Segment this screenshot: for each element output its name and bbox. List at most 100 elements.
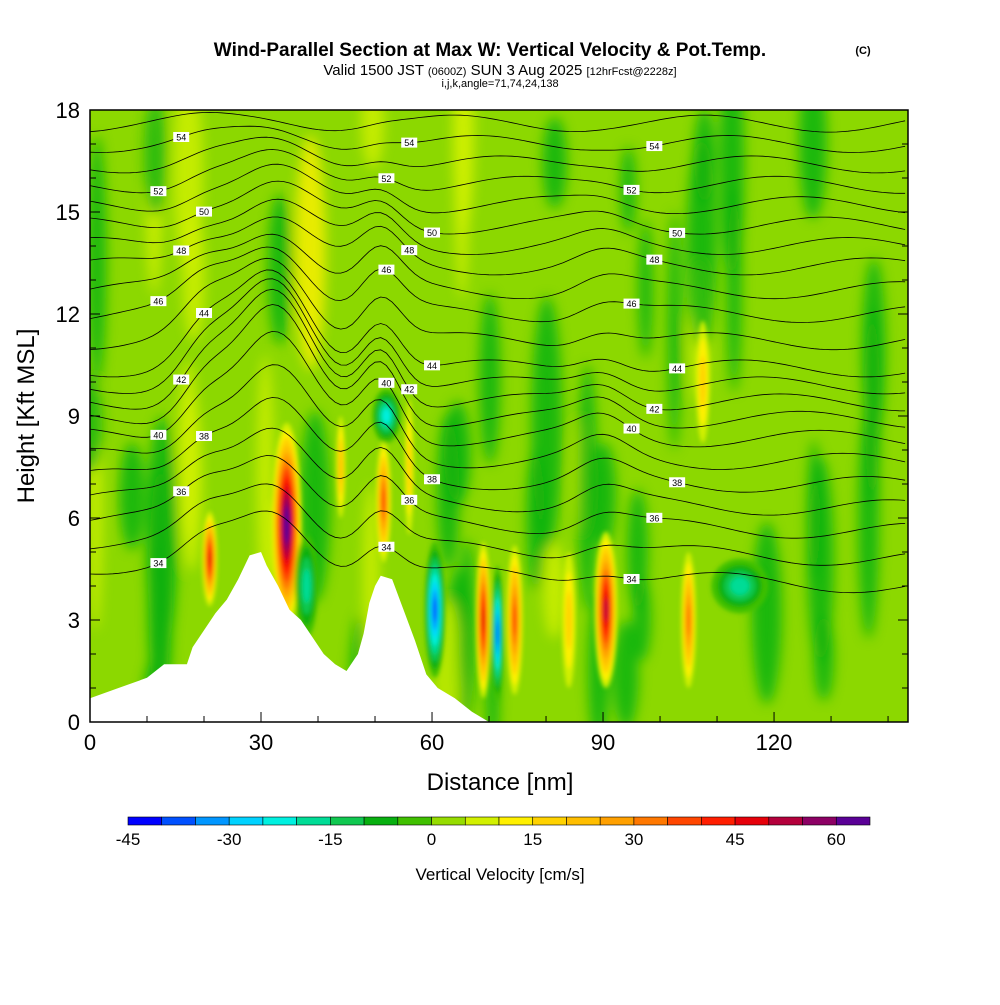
theta-label-bg xyxy=(378,377,395,388)
velocity-cell xyxy=(433,597,437,622)
colorbar-swatch xyxy=(667,816,702,826)
theta-label-bg xyxy=(401,384,418,395)
copyright-mark: (C) xyxy=(855,45,871,57)
field-streak xyxy=(437,413,460,570)
colorbar-tick-label: 15 xyxy=(523,830,542,849)
theta-contour-label: 40 xyxy=(381,378,391,388)
x-tick-label: 0 xyxy=(84,730,96,755)
theta-label-bg xyxy=(424,360,441,371)
theta-label-bg xyxy=(150,296,167,307)
theta-contour-label: 40 xyxy=(153,430,163,440)
subtitle-zulu: (0600Z) xyxy=(428,66,467,78)
field-streak xyxy=(119,442,145,551)
field-streak xyxy=(751,521,782,704)
velocity-cell xyxy=(686,604,691,636)
theta-contour-line xyxy=(90,246,906,323)
theta-label-bg xyxy=(401,494,418,505)
colorbar-tick-label: 45 xyxy=(726,830,745,849)
theta-label-bg xyxy=(196,431,213,442)
field-streak xyxy=(813,614,834,701)
velocity-cell xyxy=(339,450,343,484)
subtitle-date: SUN 3 Aug 2025 xyxy=(471,62,583,79)
field-streak xyxy=(638,219,653,359)
theta-contour-line xyxy=(90,257,906,351)
theta-contour-line xyxy=(90,198,906,255)
theta-contour-label: 48 xyxy=(176,246,186,256)
colorbar-swatch xyxy=(835,816,871,826)
velocity-cell xyxy=(208,551,212,567)
y-tick-label: 6 xyxy=(68,506,80,531)
terrain xyxy=(90,552,908,722)
y-tick-label: 0 xyxy=(68,710,80,735)
velocity-cell xyxy=(302,569,311,603)
theta-label-bg xyxy=(623,423,640,434)
colorbar-swatch xyxy=(195,816,230,826)
colorbar-swatch xyxy=(532,816,567,826)
theta-contour-label: 44 xyxy=(672,364,682,374)
theta-label-bg xyxy=(173,131,190,142)
colorbar-swatch xyxy=(566,816,601,826)
theta-contour-line xyxy=(90,483,906,566)
theta-contour-line xyxy=(90,288,906,412)
field-streak xyxy=(632,576,651,661)
colorbar-swatch xyxy=(599,816,635,826)
theta-label-bg xyxy=(150,558,167,569)
colorbar-tick-label: -30 xyxy=(217,830,242,849)
y-tick-label: 15 xyxy=(56,200,80,225)
theta-label-bg xyxy=(173,486,190,497)
theta-contour-label: 52 xyxy=(153,187,163,197)
theta-label-bg xyxy=(646,403,663,414)
y-tick-label: 12 xyxy=(56,302,80,327)
chart-title: Wind-Parallel Section at Max W: Vertical… xyxy=(214,40,766,61)
colorbar-swatch xyxy=(498,816,534,826)
theta-label-bg xyxy=(623,573,640,584)
field-streak xyxy=(694,110,715,204)
theta-label-bg xyxy=(173,374,190,385)
theta-label-bg xyxy=(424,474,441,485)
theta-label-bg xyxy=(623,298,640,309)
field-streak xyxy=(267,193,292,345)
colorbar-swatch xyxy=(127,816,163,826)
theta-label-bg xyxy=(401,137,418,148)
colorbar-swatch xyxy=(262,816,297,826)
theta-contour-line xyxy=(90,136,906,174)
theta-label-bg xyxy=(623,184,640,195)
theta-contour-label: 42 xyxy=(404,385,414,395)
velocity-cell xyxy=(604,598,608,621)
colorbar-swatch xyxy=(464,816,500,826)
colorbar-swatch xyxy=(296,816,331,826)
theta-label-bg xyxy=(401,245,418,256)
theta-contour-line xyxy=(90,233,906,300)
theta-contour-label: 54 xyxy=(176,132,186,142)
theta-contour-label: 50 xyxy=(199,207,209,217)
theta-contour-label: 48 xyxy=(404,246,414,256)
theta-contour-line xyxy=(90,149,906,194)
theta-label-bg xyxy=(669,227,686,238)
velocity-cell xyxy=(382,408,391,424)
velocity-cell xyxy=(407,437,412,497)
theta-label-bg xyxy=(378,541,395,552)
field-streak xyxy=(144,110,166,217)
field-streak xyxy=(726,185,742,393)
field-streak xyxy=(361,110,385,169)
theta-contour-label: 34 xyxy=(153,559,163,569)
chart-subtitle: Valid 1500 JST (0600Z) SUN 3 Aug 2025 [1… xyxy=(323,62,676,79)
field-streak xyxy=(179,395,203,571)
theta-label-bg xyxy=(150,186,167,197)
field-streak xyxy=(862,258,886,441)
colorbar-swatch xyxy=(802,816,837,826)
theta-label-bg xyxy=(646,141,663,152)
theta-contour-line xyxy=(90,304,906,429)
field-streak xyxy=(613,620,639,722)
theta-contour-label: 52 xyxy=(627,185,637,195)
theta-contour-line xyxy=(90,163,906,214)
field-streak xyxy=(452,110,475,234)
theta-contours: 34 34 34 36 36 36 38 38 38 40 40 40 42 42 42 44 44 44 46 46… xyxy=(90,111,906,594)
theta-contour-line xyxy=(90,111,906,133)
theta-contour-label: 44 xyxy=(199,309,209,319)
theta-contour-label: 38 xyxy=(672,478,682,488)
theta-label-bg xyxy=(196,206,213,217)
field-streak xyxy=(256,355,275,608)
